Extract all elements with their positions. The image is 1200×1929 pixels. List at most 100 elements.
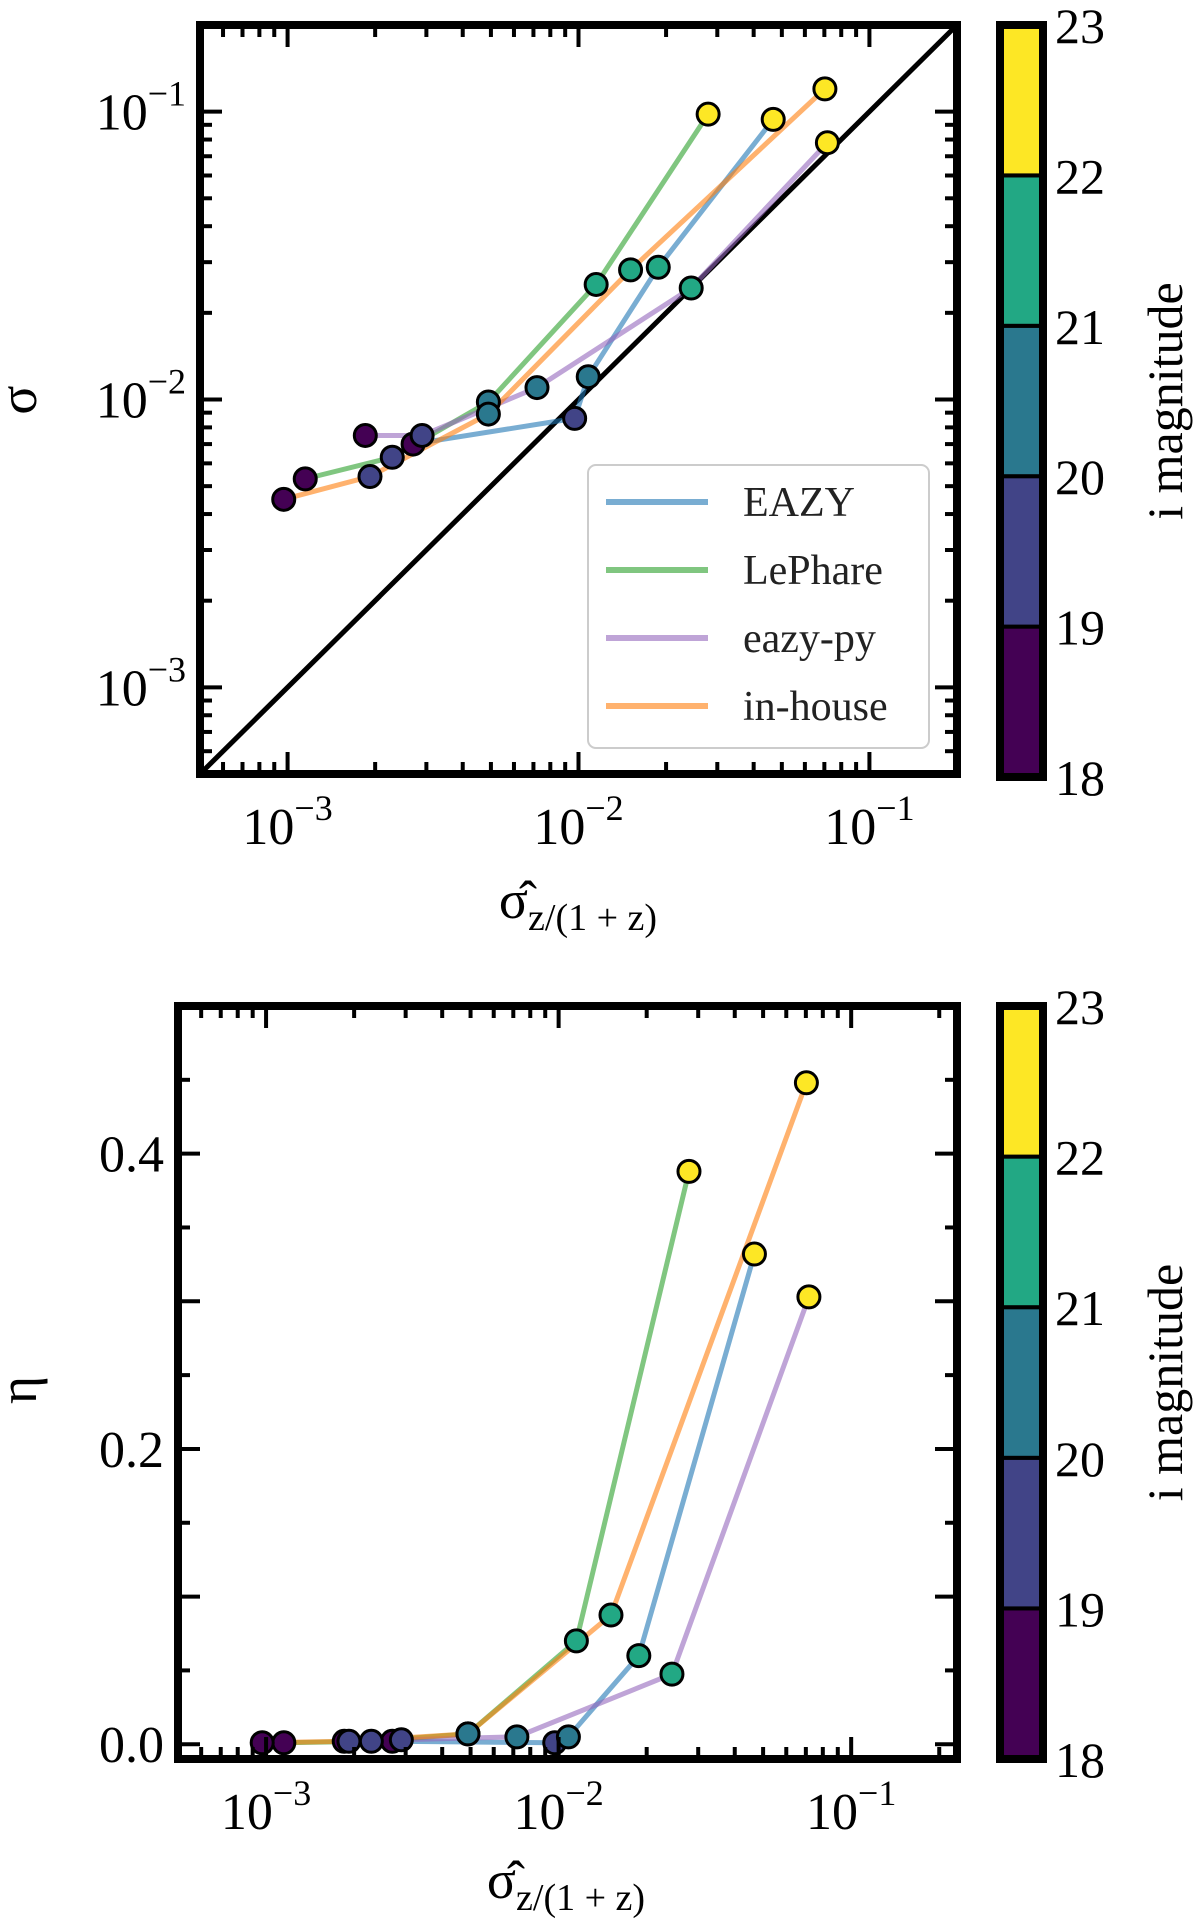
colorbar-bin [998,1154,1045,1310]
tick-base: 10 [513,1784,565,1841]
colorbar-tick-label: 19 [1055,1581,1105,1637]
data-point-eazy [760,106,786,132]
data-point-in-house [618,257,644,283]
plot-area [200,25,957,774]
colorbar-bin [998,23,1045,178]
colorbar-bin [998,1305,1045,1460]
tick-base: 10 [533,799,585,856]
data-point-eazy-py [504,1724,530,1750]
tick-exponent: −1 [876,788,914,828]
colorbar-tick-label: 22 [1055,1130,1105,1186]
colorbar-tick-label: 23 [1055,979,1105,1035]
tick-base: 10 [96,85,148,142]
y-tick-label: 0.4 [99,1127,164,1184]
data-point-lephare [563,1628,589,1654]
y-tick-label: 10−1 [96,74,186,142]
colorbar-tick-label: 20 [1055,1431,1105,1487]
tick-base: 10 [96,373,148,430]
data-point-eazy [562,405,588,431]
legend-box [587,464,930,749]
tick-base: 10 [824,799,876,856]
colorbar-frame [996,1002,1047,1763]
data-point-eazy [555,1724,581,1750]
data-point-in-house [793,1070,819,1096]
tick-exponent: −2 [565,1773,603,1813]
colorbar-frame [996,21,1047,781]
x-tick-label: 10−2 [533,788,623,856]
colorbar-bin [998,474,1045,629]
tick-base: 10 [96,660,148,717]
tick-exponent: −3 [273,1773,311,1813]
plot-area [249,1070,822,1756]
colorbar-tick-label: 21 [1055,1280,1105,1336]
legend-label-eazy: EAZY [743,480,855,526]
colorbar-tick-label: 18 [1055,750,1105,806]
data-point-lephare [695,101,721,127]
data-point-in-house [271,486,297,512]
data-point-eazy-py [814,130,840,156]
tick-exponent: −3 [294,788,332,828]
tick-exponent: −1 [858,1773,896,1813]
data-point-lephare [358,1728,384,1754]
colorbar-bin [998,173,1045,328]
colorbar-tick-label: 22 [1055,148,1105,204]
data-point-eazy-py [659,1661,685,1687]
data-point-in-house [455,1721,481,1747]
data-point-eazy-py [796,1284,822,1310]
series-line-in-house [262,1081,809,1746]
colorbar-bin [998,323,1045,479]
tick-base: 10 [242,799,294,856]
x-tick-label: 10−1 [824,788,914,856]
colorbar: 18 19 20 21 22 23 i magnitude [996,979,1193,1788]
data-point-eazy [741,1241,767,1267]
y-tick-label: 0.2 [99,1422,164,1479]
data-point-lephare [271,1730,297,1756]
axes-frame [174,1002,961,1763]
colorbar: 18 19 20 21 22 23 i magnitude [996,0,1193,806]
data-point-in-house [357,464,383,490]
data-point-eazy [626,1643,652,1669]
colorbar-label: i magnitude [1137,1264,1193,1501]
colorbar-bin [998,1455,1045,1611]
x-tick-label: 10−2 [513,1773,603,1841]
y-axis-label: η [0,1376,48,1404]
x-axis-label: σ̂z/(1 + z) [487,1850,645,1919]
series-line-eazy-py [344,1296,812,1744]
x-tick-label: 10−3 [221,1773,311,1841]
data-point-lephare [583,271,609,297]
data-point-eazy [645,254,671,280]
data-point-in-house [336,1728,362,1754]
colorbar-label: i magnitude [1137,282,1193,519]
x-tick-label: 10−3 [242,788,332,856]
tick-base: 10 [806,1784,858,1841]
data-point-lephare [292,466,318,492]
data-point-eazy-py [388,1727,414,1753]
data-point-in-house [812,76,838,102]
legend-label-lephare: LePhare [743,548,883,594]
tick-base: 10 [221,1784,273,1841]
colorbar-tick-label: 23 [1055,0,1105,54]
colorbar-tick-label: 18 [1055,1732,1105,1788]
tick-exponent: −2 [585,788,623,828]
tick-exponent: −2 [148,362,186,402]
data-point-lephare [379,444,405,470]
x-tick-label: 10−1 [806,1773,896,1841]
panel-eta: 10−310−210−10.00.20.4ησ̂z/(1 + z) [0,1002,961,1919]
legend-label-in-house: in-house [743,684,888,730]
legend: EAZY LePhare eazy-py in-house [587,464,930,749]
x-axis-label: σ̂z/(1 + z) [499,870,657,939]
y-tick-label: 0.0 [99,1717,164,1774]
colorbar-bin [998,1004,1045,1159]
x-label-subscript: z/(1 + z) [516,1877,645,1919]
data-point-lephare [676,1158,702,1184]
data-point-eazy-py [678,275,704,301]
y-tick-label: 10−2 [96,362,186,430]
tick-exponent: −3 [148,649,186,689]
legend-label-eazy-py: eazy-py [743,616,876,662]
y-axis-label: σ [0,385,48,414]
panel-sigma: 10−310−210−110−310−210−1σσ̂z/(1 + z) [0,21,961,939]
axes-frame [196,21,961,778]
colorbar-tick-label: 20 [1055,449,1105,505]
colorbar-tick-label: 21 [1055,299,1105,355]
